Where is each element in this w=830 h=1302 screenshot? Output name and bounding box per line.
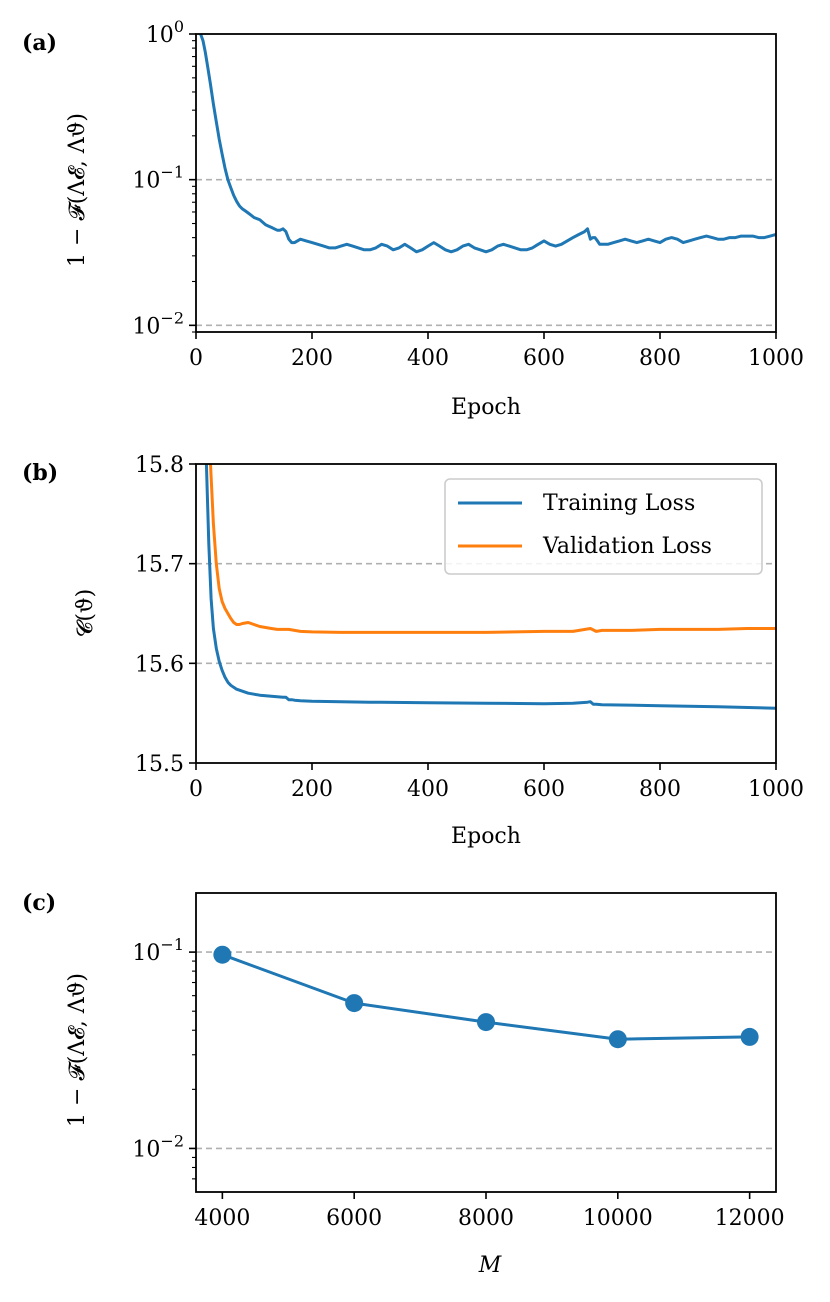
panel-b-xtick-label: 600 [523, 777, 565, 802]
panel-a-axes: 0 200 400 600 800 1000 100 10−1 10−2 [132, 17, 804, 371]
panel-a-ytick-label: 10−2 [132, 308, 184, 339]
panel-c-frame [195, 892, 777, 1193]
panel-c-xtick-label: 6000 [326, 1206, 382, 1231]
panel-b-xtick-label: 1000 [748, 777, 804, 802]
panel-a-xtick-label: 800 [639, 346, 681, 371]
panel-b-ytick-label: 15.5 [135, 752, 184, 777]
panel-c-xlabel: M [478, 1253, 502, 1278]
panel-a-frame [195, 33, 777, 333]
panel-b-ylabel: 𝓒(ϑ) [73, 589, 98, 637]
panel-a-xtick-label: 600 [523, 346, 565, 371]
panel-c-data-point [477, 1013, 495, 1032]
panel-c-data-point [213, 945, 232, 964]
panel-a-grid [196, 178, 776, 327]
panel-b-frame [195, 463, 777, 764]
panel-a: (a) 0 200 400 600 800 1000 100 10−1 10−2 Epoch 1… [22, 17, 804, 420]
panel-c-ylabel: 1 − 𝓕(Λ𝓔, Λϑ) [65, 973, 90, 1127]
panel-c-tag: (c) [22, 890, 56, 916]
legend-label-validation-loss: Validation Loss [542, 534, 712, 559]
panel-b-tag: (b) [22, 460, 58, 486]
panel-b-xlabel: Epoch [451, 824, 521, 849]
panel-b-axes: 0 200 400 600 800 1000 15.5 15.6 15.7 15.8 [135, 453, 804, 802]
panel-a-ytick-label: 100 [146, 17, 184, 48]
panel-a-xtick-label: 1000 [748, 346, 804, 371]
panel-b-ytick-label: 15.7 [135, 553, 184, 578]
panel-c-grid [196, 951, 776, 1150]
panel-c-xtick-label: 4000 [194, 1206, 250, 1231]
panel-c-xtick-label: 10000 [583, 1206, 653, 1231]
panel-c-xtick-label: 8000 [458, 1206, 514, 1231]
panel-c-data-point [608, 1030, 627, 1049]
panel-a-ytick-label: 10−1 [132, 163, 184, 194]
panel-b: (b) 0 200 400 600 800 1000 15.5 15.6 15.7 15.8 Ep… [22, 453, 804, 849]
panel-c-data-point [740, 1027, 759, 1046]
legend-label-training-loss: Training Loss [543, 491, 695, 516]
panel-a-tag: (a) [22, 30, 57, 56]
panel-a-xtick-label: 0 [189, 346, 203, 371]
panel-b-xtick-label: 800 [639, 777, 681, 802]
panel-b-series-line-1 [209, 464, 776, 634]
panel-b-grid [196, 562, 776, 665]
panel-b-series-line-0 [204, 464, 776, 710]
panel-b-xtick-label: 400 [407, 777, 449, 802]
panel-a-xtick-label: 400 [407, 346, 449, 371]
panel-b-ytick-label: 15.8 [135, 453, 184, 478]
panel-a-ylabel: 1 − 𝓕(Λ𝓔, Λϑ) [65, 113, 90, 267]
panel-c-ytick-label: 10−2 [132, 1131, 184, 1162]
panel-a-xtick-label: 200 [291, 346, 333, 371]
panel-a-xlabel: Epoch [451, 395, 521, 420]
panel-b-xtick-label: 0 [189, 777, 203, 802]
panel-c: (c) 4000 6000 8000 10000 12000 10−1 10−2 M 1 −… [22, 890, 785, 1278]
panel-c-xtick-label: 12000 [715, 1206, 785, 1231]
panel-a-series-line-0 [199, 34, 776, 254]
panel-a-series [199, 34, 776, 254]
panel-c-ytick-label: 10−1 [132, 935, 184, 966]
legend-box [444, 478, 763, 575]
panel-c-axes: 4000 6000 8000 10000 12000 10−1 10−2 [132, 935, 784, 1231]
panel-b-xtick-label: 200 [291, 777, 333, 802]
panel-b-series [204, 464, 776, 710]
panel-b-ytick-label: 15.6 [135, 652, 184, 677]
panel-b-legend: Training Loss Validation Loss [444, 478, 763, 575]
panel-c-data-point [345, 994, 364, 1013]
panel-c-series [213, 945, 759, 1049]
